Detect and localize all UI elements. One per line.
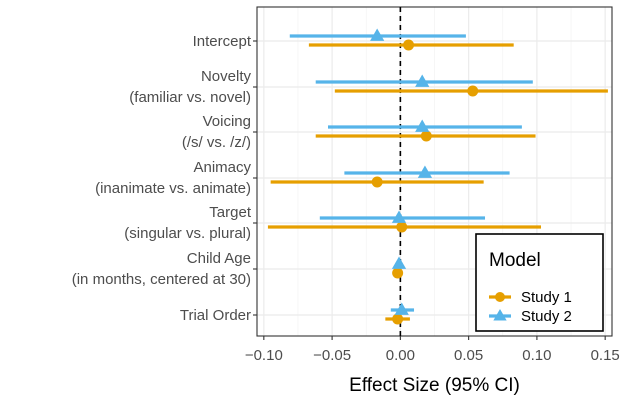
point-study-2 [394,302,409,315]
point-study-1 [420,130,432,142]
marks-group [267,28,608,325]
x-tick-label: 0.00 [386,347,415,364]
point-study-1 [467,85,479,97]
y-tick-label: (singular vs. plural) [124,225,251,242]
y-tick-label: (inanimate vs. animate) [95,180,251,197]
x-tick-label: 0.05 [454,347,483,364]
x-tick-label: −0.05 [313,347,351,364]
legend-key-study-2 [493,309,507,321]
x-tick-label: 0.15 [591,347,620,364]
point-study-2 [391,256,407,269]
y-tick-label: (in months, centered at 30) [72,271,251,288]
legend: Model Study 1 Study 2 [475,233,604,332]
point-study-1 [392,313,404,325]
y-tick-label: Trial Order [180,307,251,324]
panel-border [256,6,613,337]
y-tick-label: Voicing [203,113,251,130]
y-tick-label: (/s/ vs. /z/) [182,134,251,151]
point-study-2 [417,165,433,178]
x-axis: −0.10 −0.05 0.00 0.05 0.10 0.15 [245,336,620,364]
point-study-2 [415,119,430,132]
x-tick-label: −0.10 [245,347,283,364]
legend-key-study-1 [495,292,505,302]
legend-label-study-1: Study 1 [521,289,572,306]
x-axis-title: Effect Size (95% CI) [349,375,520,396]
x-tick-label: 0.10 [522,347,551,364]
point-study-2 [415,74,430,87]
y-tick-label: Novelty [201,68,252,85]
point-study-1 [392,267,404,279]
y-tick-label: (familiar vs. novel) [129,89,251,106]
legend-label-study-2: Study 2 [521,308,572,325]
y-tick-label: Child Age [187,250,251,267]
legend-items: Study 1 Study 2 [489,289,572,325]
point-study-1 [403,39,415,51]
legend-title: Model [489,250,541,271]
y-tick-label: Target [209,204,252,221]
y-tick-label: Intercept [193,33,252,50]
y-axis: Intercept Novelty (familiar vs. novel) Voic… [72,33,257,324]
point-study-1 [371,176,383,188]
y-tick-label: Animacy [193,159,251,176]
point-study-1 [396,221,408,233]
point-study-2 [391,210,407,223]
point-study-2 [370,28,385,41]
